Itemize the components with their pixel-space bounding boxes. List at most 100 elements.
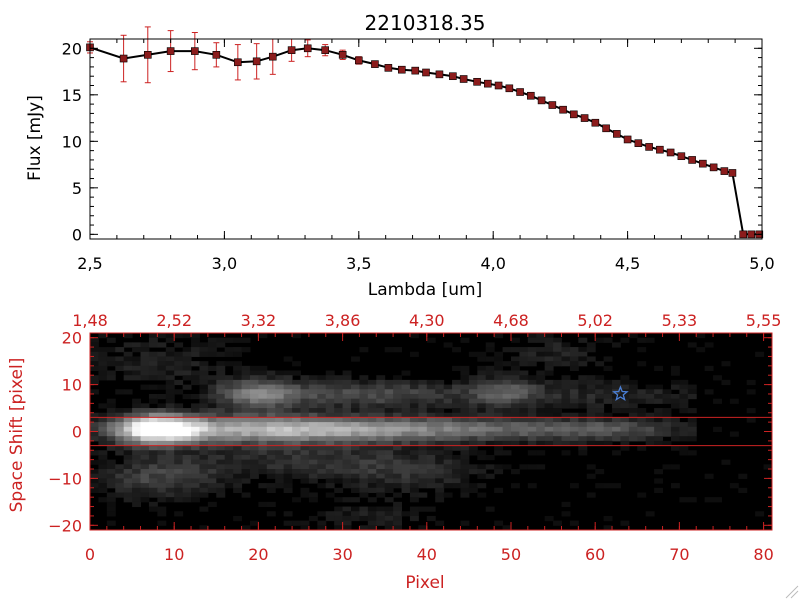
data-point: [268, 52, 277, 61]
image-pixel: [527, 351, 537, 357]
image-pixel: [603, 426, 613, 432]
image-pixel: [485, 347, 495, 353]
image-pixel: [292, 393, 301, 400]
image-pixel: [182, 333, 192, 339]
image-pixel: [334, 473, 344, 479]
image-pixel: [494, 370, 504, 376]
image-pixel: [106, 408, 116, 414]
image-pixel: [233, 417, 243, 423]
image-pixel: [342, 375, 352, 381]
image-pixel: [98, 351, 108, 357]
image-pixel: [452, 365, 461, 372]
image-pixel: [224, 389, 234, 395]
image-pixel: [140, 483, 150, 489]
data-point: [287, 46, 296, 54]
image-pixel: [165, 337, 175, 343]
image-pixel: [561, 417, 571, 423]
image-pixel: [283, 379, 293, 386]
image-pixel: [334, 515, 344, 522]
image-pixel: [561, 511, 571, 517]
image-pixel: [90, 487, 99, 493]
image-pixel: [140, 384, 150, 390]
image-pixel: [544, 431, 554, 437]
image-pixel: [165, 483, 175, 489]
image-pixel: [266, 469, 276, 475]
image-pixel: [308, 417, 318, 423]
image-pixel: [174, 478, 184, 484]
image-pixel: [334, 389, 344, 395]
image-pixel: [586, 422, 596, 428]
image-pixel: [654, 365, 664, 372]
image-pixel: [376, 403, 386, 409]
image-pixel: [595, 389, 605, 395]
image-pixel: [443, 342, 453, 348]
image-pixel: [384, 384, 394, 390]
image-pixel: [132, 487, 142, 493]
image-pixel: [191, 333, 200, 339]
image-pixel: [140, 487, 150, 493]
image-pixel: [258, 440, 268, 447]
image-pixel: [216, 351, 226, 357]
image-pixel: [283, 370, 293, 376]
image-pixel: [460, 422, 470, 428]
image-pixel: [115, 436, 125, 442]
image-pixel: [283, 398, 293, 404]
image-pixel: [384, 511, 394, 517]
image-pixel: [443, 483, 453, 489]
image-pixel: [527, 440, 537, 447]
image-pixel: [654, 408, 664, 414]
image-pixel: [603, 431, 613, 437]
image-pixel: [317, 520, 327, 526]
image-pixel: [258, 426, 268, 432]
image-pixel: [300, 393, 310, 400]
image-pixel: [283, 473, 293, 479]
image-pixel: [561, 342, 571, 348]
image-pixel: [578, 422, 588, 428]
image-pixel: [494, 389, 504, 395]
image-pixel: [157, 412, 167, 418]
image-pixel: [317, 464, 327, 470]
image-pixel: [292, 389, 301, 395]
image-pixel: [165, 436, 175, 442]
image-pixel: [224, 393, 234, 400]
image-pixel: [452, 483, 461, 489]
image-pixel: [612, 417, 621, 423]
image-pixel: [418, 379, 428, 386]
image-pixel: [308, 426, 318, 432]
image-pixel: [292, 370, 301, 376]
image-pixel: [224, 440, 234, 447]
image-pixel: [443, 478, 453, 484]
image-pixel: [334, 478, 344, 484]
image-pixel: [283, 483, 293, 489]
image-pixel: [367, 431, 377, 437]
image-pixel: [645, 436, 655, 442]
image-pixel: [435, 384, 445, 390]
image-pixel: [207, 389, 217, 395]
image-pixel: [165, 454, 175, 461]
image-pixel: [494, 417, 504, 423]
image-pixel: [334, 408, 344, 414]
image-pixel: [612, 422, 621, 428]
image-pixel: [325, 515, 335, 522]
image-pixel: [140, 342, 150, 348]
image-pixel: [502, 525, 512, 531]
image-pixel: [536, 351, 546, 357]
image-pixel: [174, 431, 184, 437]
image-pixel: [452, 384, 461, 390]
image-pixel: [628, 384, 638, 390]
image-pixel: [494, 464, 504, 470]
image-pixel: [90, 478, 99, 484]
image-pixel: [249, 436, 259, 442]
image-pixel: [334, 436, 344, 442]
image-pixel: [561, 351, 571, 357]
image-pixel: [182, 454, 192, 461]
image-pixel: [300, 492, 310, 498]
image-pixel: [536, 356, 546, 362]
image-pixel: [359, 426, 369, 432]
image-pixel: [452, 379, 461, 386]
image-pixel: [654, 440, 664, 447]
image-pixel: [401, 450, 411, 456]
image-pixel: [435, 492, 445, 498]
image-pixel: [527, 412, 537, 418]
image-pixel: [367, 464, 377, 470]
